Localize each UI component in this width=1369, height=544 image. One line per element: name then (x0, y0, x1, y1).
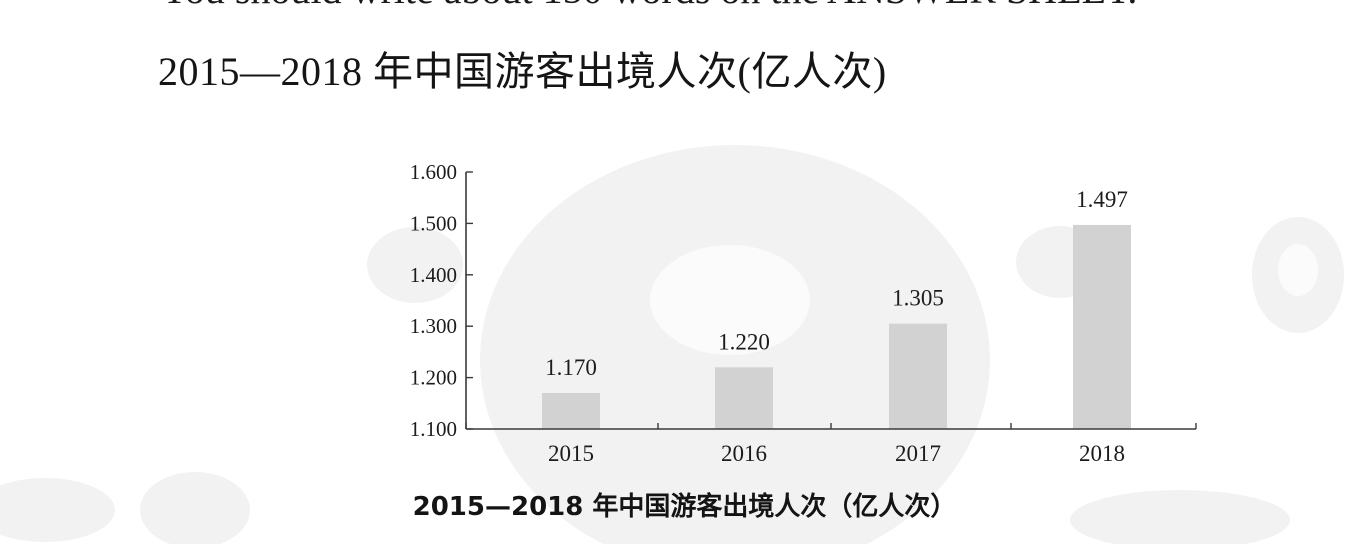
y-tick-label: 1.200 (410, 366, 457, 390)
y-tick-label: 1.100 (410, 417, 457, 441)
y-tick-label: 1.600 (410, 160, 457, 184)
bar-2016 (715, 367, 773, 429)
x-tick-label: 2017 (895, 441, 941, 466)
bar-value-label: 1.170 (545, 355, 597, 380)
bar-value-label: 1.220 (718, 329, 770, 354)
x-tick-label: 2016 (721, 441, 767, 466)
chart-axes (465, 172, 1196, 430)
bar-value-label: 1.497 (1076, 187, 1128, 212)
chart-title: 2015—2018 年中国游客出境人次（亿人次） (412, 492, 957, 522)
x-tick-label: 2018 (1079, 441, 1125, 466)
y-tick-label: 1.300 (410, 314, 457, 338)
bar-2017 (889, 323, 947, 429)
y-axis-ticks: 1.100 1.200 1.300 1.400 1.500 1.600 (410, 160, 473, 441)
y-tick-label: 1.400 (410, 263, 457, 287)
bar-series (542, 224, 1131, 429)
question-heading: 2015—2018 年中国游客出境人次(亿人次) (158, 49, 887, 94)
bar-2015 (542, 393, 600, 429)
bar-2018 (1073, 224, 1131, 429)
instruction-text-cutoff: You should write about 150 words on the … (160, 0, 1137, 10)
bar-value-label: 1.305 (892, 286, 944, 311)
x-axis-ticks: 2015 2016 2017 2018 (465, 423, 1197, 466)
x-tick-label: 2015 (548, 441, 594, 466)
y-tick-label: 1.500 (410, 211, 457, 235)
data-labels: 1.170 1.220 1.305 1.497 (545, 187, 1128, 380)
